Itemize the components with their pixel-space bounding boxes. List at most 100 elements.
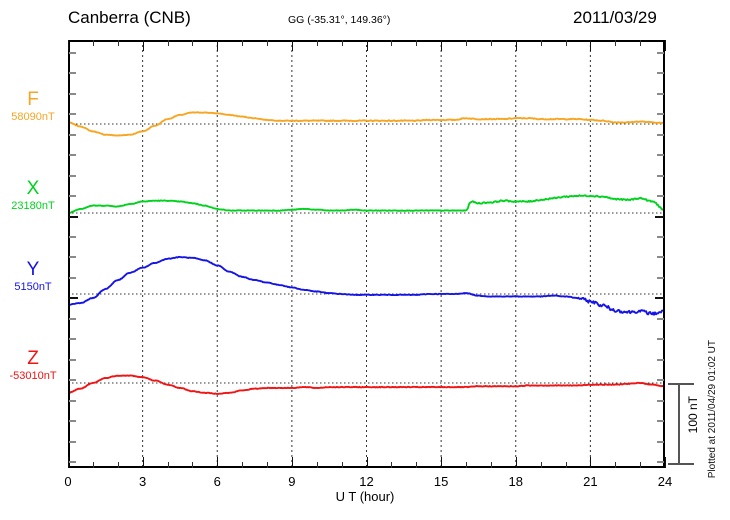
x-tick-label-3: 3 [139,474,147,489]
legend-value-x: 23180nT [11,200,55,212]
legend-value-y: 5150nT [14,281,52,293]
x-axis-tick [192,462,194,468]
y-axis-tick [657,113,664,115]
x-tick-label-21: 21 [583,474,598,489]
y-axis-tick [69,400,76,402]
chart-header: Canberra (CNB) GG (-35.31°, 149.36°) 201… [0,0,730,36]
x-axis-tick [665,40,666,51]
x-axis-tick [217,457,219,468]
x-axis-tick [441,457,443,468]
x-tick-label-18: 18 [508,474,523,489]
y-axis-tick [69,72,76,74]
legend-symbol-f: F [27,89,39,110]
legend-x: X 23180nT [0,179,66,213]
y-axis-tick [69,338,76,340]
y-axis-tick [69,134,76,136]
x-axis-tick [540,40,542,46]
y-axis-tick [69,175,76,177]
y-axis-tick [69,359,76,361]
trace-x [68,194,665,215]
y-axis-tick [69,236,76,238]
y-axis-tick [657,236,664,238]
x-axis-tick [341,40,343,46]
x-axis-tick [391,40,393,46]
x-axis-tick [565,40,567,46]
y-axis-tick [657,277,664,279]
x-axis-tick [590,40,592,51]
x-axis-tick [466,40,467,46]
y-axis-tick [657,134,664,136]
plotted-timestamp: Plotted at 2011/04/29 01:02 UT [707,340,718,479]
y-axis-tick [69,154,76,156]
x-axis-tick [341,462,343,468]
y-axis-tick [657,441,664,443]
y-axis-tick [657,318,664,320]
trace-y [68,255,665,316]
x-axis-tick [92,40,94,46]
y-axis-tick [69,318,76,320]
x-axis-tick [441,40,443,51]
x-axis-tick [167,462,169,468]
x-axis-tick [590,457,592,468]
y-axis-tick [657,52,664,54]
x-axis-tick [117,40,119,46]
x-axis-tick [490,462,492,468]
x-tick-label-24: 24 [657,474,673,489]
y-axis-tick [657,338,664,340]
observation-date: 2011/03/29 [573,8,657,27]
x-axis-tick [466,462,467,468]
y-axis-tick [69,461,76,463]
x-tick-label-6: 6 [213,474,221,489]
x-axis-tick [615,40,617,46]
x-axis-tick [192,40,194,46]
y-axis-tick [69,93,76,95]
y-axis-tick [69,441,76,443]
x-tick-label-12: 12 [359,474,374,489]
x-axis-tick [291,40,293,51]
x-axis-tick [117,462,119,468]
plot-frame [68,40,665,468]
y-axis-tick [657,154,664,156]
scale-bar [668,383,694,465]
x-axis-tick [640,462,642,468]
y-axis-tick [657,72,664,74]
legend-y: Y 5150nT [0,260,66,294]
x-axis-tick [291,457,293,468]
scale-bar-label: 100 nT [686,396,700,434]
x-axis-tick [416,40,418,46]
x-axis-tick [242,462,244,468]
y-axis-tick [657,379,664,381]
y-axis-tick [69,113,76,115]
x-axis-tick [515,40,517,51]
y-axis-tick [69,52,76,54]
y-axis-tick [657,461,664,463]
y-axis-tick [657,175,664,177]
y-axis-tick [657,256,664,258]
x-tick-label-15: 15 [433,474,449,489]
x-axis-tick [68,40,69,51]
legend-symbol-x: X [26,178,40,199]
x-tick-label-0: 0 [64,474,72,489]
x-axis-tick [490,40,492,46]
y-axis-tick [655,216,664,218]
y-axis-tick [69,256,76,258]
legend-f: F 58090nT [0,90,66,124]
x-tick-label-9: 9 [288,474,296,489]
trace-f [68,111,665,137]
y-axis-tick [655,297,664,299]
legend-value-z: -53010nT [9,370,57,382]
x-axis-tick [242,40,244,46]
y-axis-tick [657,359,664,361]
y-axis-tick [657,420,664,422]
y-axis-tick [69,195,76,197]
y-axis-tick [69,379,76,381]
trace-canvas [68,40,665,468]
y-axis-tick [69,277,76,279]
y-axis-tick [657,93,664,95]
x-axis-title: U T (hour) [335,489,395,504]
x-axis-tick [665,457,666,468]
x-axis-tick [267,462,268,468]
x-axis-tick [68,457,69,468]
y-axis-tick [657,195,664,197]
station-name: Canberra (CNB) [68,8,191,27]
